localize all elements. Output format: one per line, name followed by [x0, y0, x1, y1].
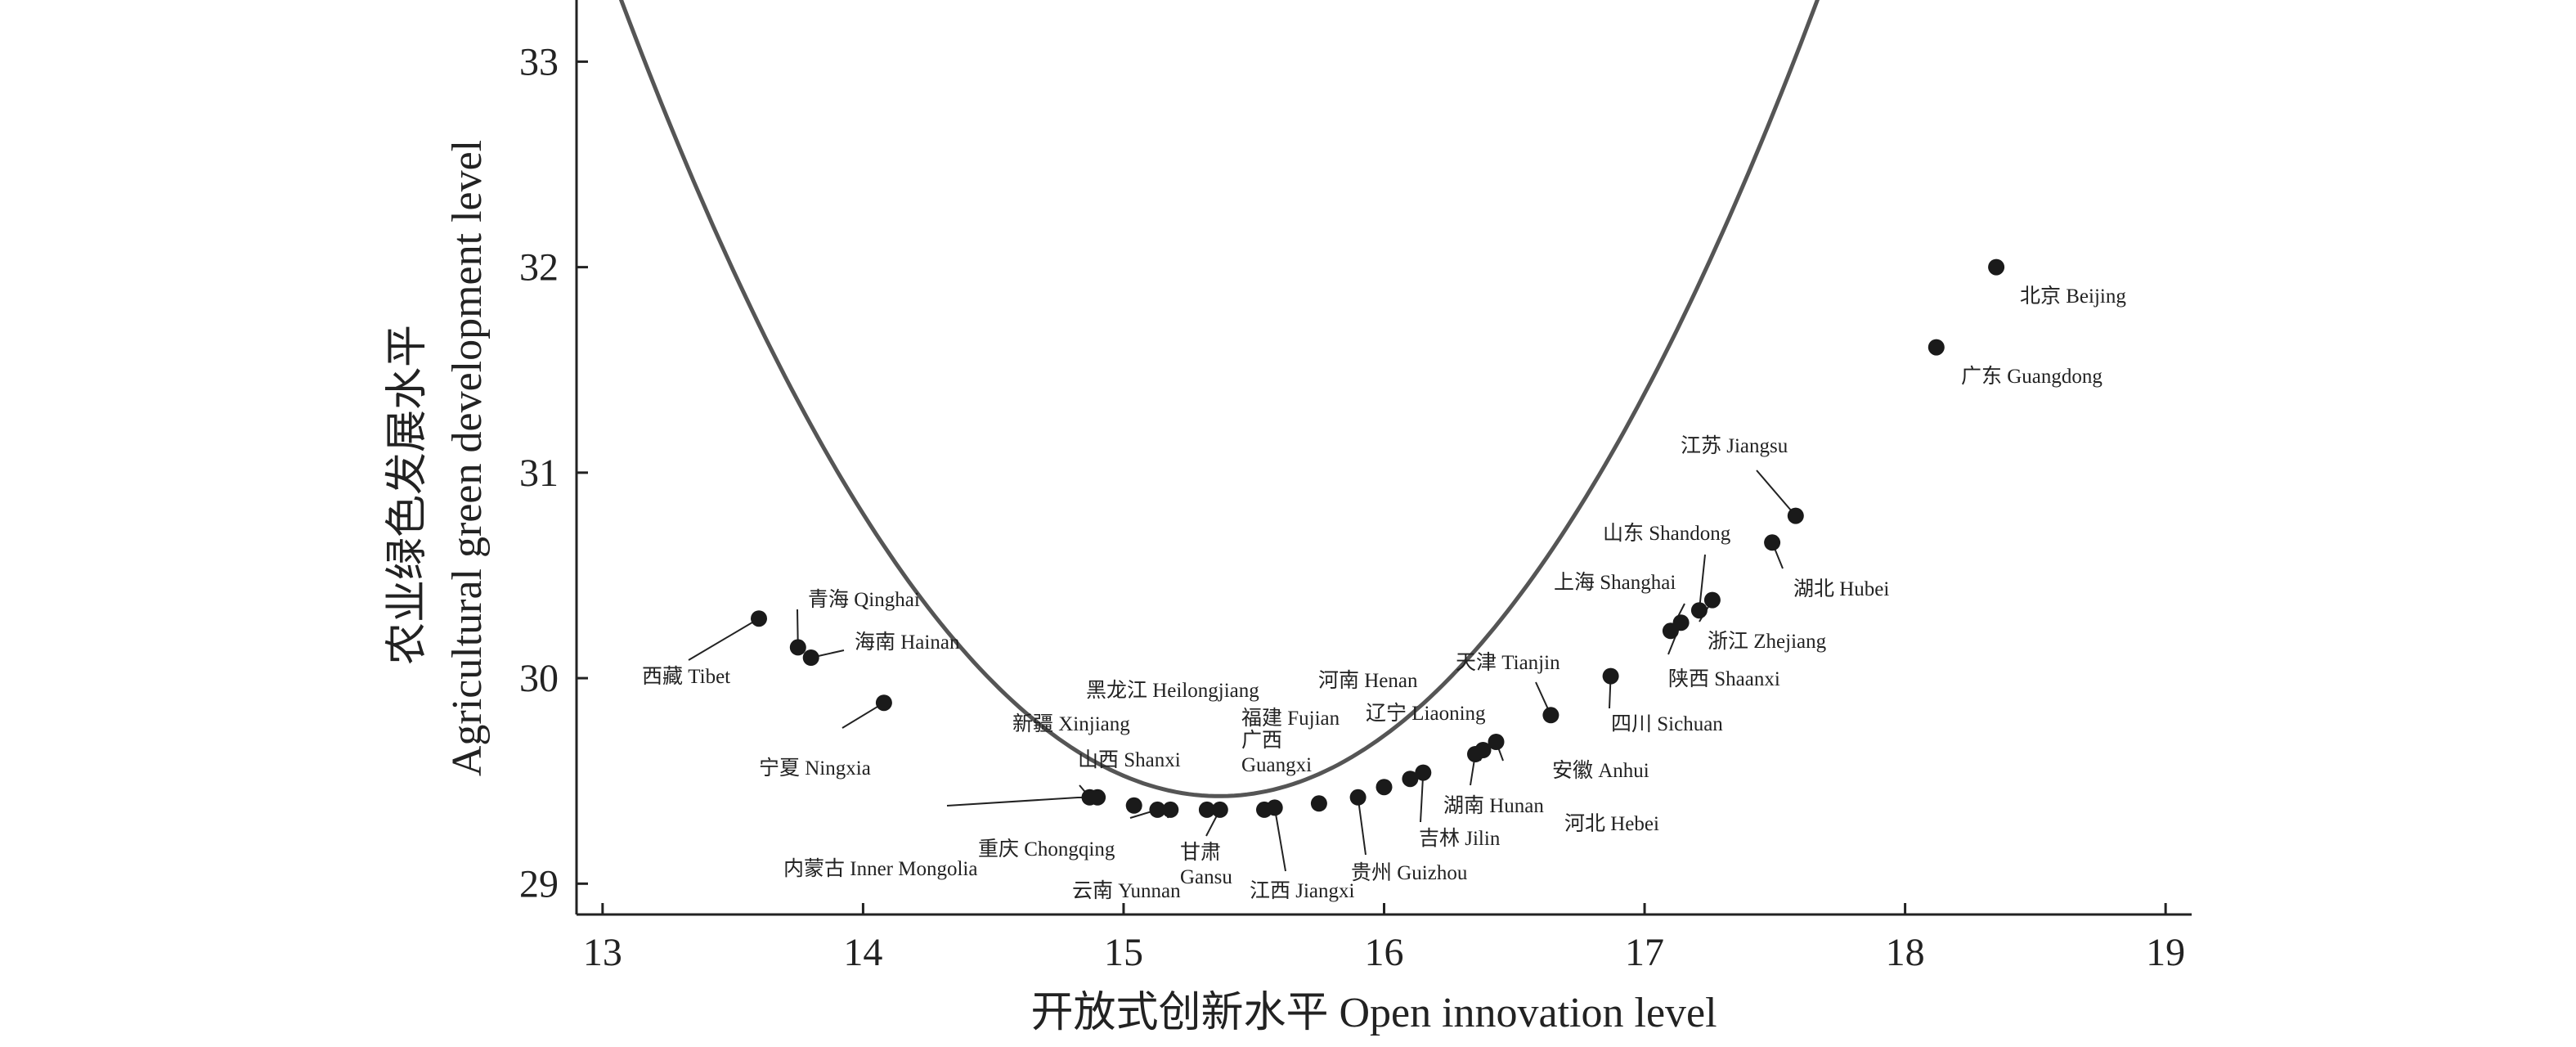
- point-label: 吉林 Jilin: [1419, 827, 1501, 850]
- data-point: [1089, 789, 1106, 806]
- data-point: [1928, 339, 1945, 356]
- point-label-en: Guangxi: [1241, 754, 1312, 776]
- data-point: [790, 639, 806, 655]
- point-label: 贵州 Guizhou: [1351, 861, 1468, 884]
- x-tick-label: 14: [843, 931, 882, 974]
- y-axis-title-cn: 农业绿色发展水平: [384, 325, 431, 665]
- leader-line: [1358, 798, 1366, 855]
- point-label: 黑龙江 Heilongjiang: [1086, 679, 1259, 702]
- leader-line: [1699, 555, 1705, 610]
- data-point: [1691, 602, 1708, 618]
- point-label: 河南 Henan: [1318, 669, 1418, 692]
- x-tick-label: 17: [1625, 931, 1664, 974]
- data-point: [1704, 592, 1721, 609]
- x-tick-label: 13: [583, 931, 622, 974]
- data-point: [803, 649, 819, 666]
- point-label: 浙江 Zhejiang: [1708, 630, 1827, 653]
- point-label: 河北 Hebei: [1564, 812, 1659, 835]
- point-label: 江苏 Jiangsu: [1681, 434, 1788, 457]
- data-point: [1199, 802, 1215, 818]
- point-label: 西藏 Tibet: [642, 665, 730, 688]
- data-point: [1603, 668, 1619, 685]
- x-tick-label: 19: [2146, 931, 2185, 974]
- data-point: [1126, 798, 1142, 814]
- data-point: [1256, 802, 1272, 818]
- x-tick-label: 18: [1886, 931, 1925, 974]
- x-tick-label: 16: [1365, 931, 1404, 974]
- data-point: [751, 610, 767, 627]
- point-label: 山西 Shanxi: [1078, 748, 1181, 771]
- axes-layer: 13 14 15 16 17 18 19 29 30 31 32 33: [519, 0, 2192, 974]
- leader-line: [947, 798, 1097, 806]
- point-label: 天津 Tianjin: [1456, 651, 1560, 674]
- data-point: [1673, 614, 1690, 631]
- point-label: 四川 Sichuan: [1611, 713, 1723, 735]
- point-label: 辽宁 Liaoning: [1366, 702, 1486, 725]
- data-point: [1988, 259, 2004, 276]
- point-label: 内蒙古 Inner Mongolia: [783, 857, 977, 880]
- data-point: [1542, 707, 1559, 723]
- data-point: [876, 694, 892, 711]
- x-tick-label: 15: [1104, 931, 1143, 974]
- point-label: 陕西 Shaanxi: [1668, 667, 1780, 690]
- point-label: 北京 Beijing: [2020, 285, 2126, 308]
- point-label: 江西 Jiangxi: [1250, 879, 1355, 902]
- y-tick-label: 29: [519, 862, 559, 905]
- y-tick-label: 32: [519, 246, 559, 290]
- leader-line: [689, 618, 759, 660]
- point-label: 海南 Hainan: [855, 631, 960, 654]
- x-axis-title: 开放式创新水平 Open innovation level: [1030, 990, 1717, 1036]
- point-label: 广东 Guangdong: [1961, 365, 2103, 388]
- point-label: 福建 Fujian: [1241, 707, 1340, 730]
- point-label-cn: 甘肃: [1180, 841, 1221, 864]
- data-point: [1402, 771, 1418, 787]
- data-point: [1788, 508, 1804, 524]
- y-tick-label: 31: [519, 452, 559, 495]
- point-label: 宁夏 Ningxia: [759, 757, 871, 780]
- leader-line: [1757, 470, 1796, 516]
- leader-line: [1275, 807, 1286, 871]
- data-point: [1467, 746, 1483, 762]
- point-label: 青海 Qinghai: [808, 588, 920, 611]
- data-point: [1764, 534, 1780, 550]
- point-label: 安徽 Anhui: [1552, 759, 1649, 782]
- labels-layer: 北京 Beijing 广东 Guangdong 江苏 Jiangsu 湖北 Hubei…: [642, 285, 2126, 902]
- point-label: 湖北 Hubei: [1793, 577, 1889, 600]
- data-point: [1311, 795, 1327, 811]
- point-label: 云南 Yunnan: [1072, 879, 1181, 902]
- data-point: [1149, 802, 1165, 818]
- point-label: 山东 Shandong: [1603, 522, 1731, 545]
- point-label-cn: 广西: [1241, 729, 1282, 752]
- point-label: 上海 Shanghai: [1554, 571, 1676, 594]
- point-label: 重庆 Chongqing: [978, 838, 1115, 861]
- point-label: 湖南 Hunan: [1443, 794, 1544, 817]
- points-layer: [751, 259, 2004, 818]
- y-axis-title-en: Agricultural green development level: [444, 140, 491, 776]
- data-point: [1376, 779, 1393, 795]
- point-label: 新疆 Xinjiang: [1012, 712, 1130, 735]
- point-label-en: Gansu: [1180, 866, 1232, 888]
- data-point: [1350, 789, 1367, 806]
- y-tick-label: 30: [519, 657, 559, 700]
- y-tick-label: 33: [519, 40, 559, 83]
